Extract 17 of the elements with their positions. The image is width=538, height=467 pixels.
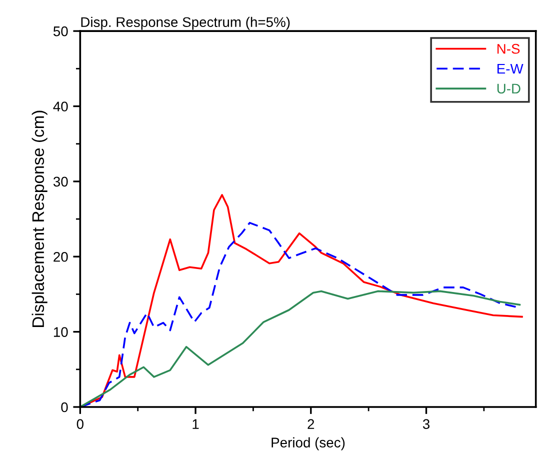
- legend-label: N-S: [497, 44, 520, 54]
- chart-title: Disp. Response Spectrum (h=5%): [81, 16, 290, 30]
- y-axis-title: Displacement Response (cm): [32, 110, 48, 327]
- x-tick-label: 0: [76, 419, 84, 429]
- y-tick-label: 20: [54, 252, 68, 262]
- x-tick-label: 2: [308, 419, 314, 429]
- x-tick-label: 3: [422, 419, 430, 429]
- legend-label: E-W: [497, 64, 524, 74]
- x-axis-title: Period (sec): [272, 437, 345, 450]
- y-tick-label: 10: [54, 327, 68, 337]
- y-tick-label: 30: [53, 176, 68, 187]
- y-tick-label: 0: [61, 402, 68, 412]
- y-tick-label: 40: [53, 102, 68, 112]
- legend-label: U-D: [497, 84, 520, 94]
- x-tick-label: 1: [192, 419, 199, 429]
- y-tick-label: 50: [53, 26, 68, 36]
- line-series: [80, 290, 521, 407]
